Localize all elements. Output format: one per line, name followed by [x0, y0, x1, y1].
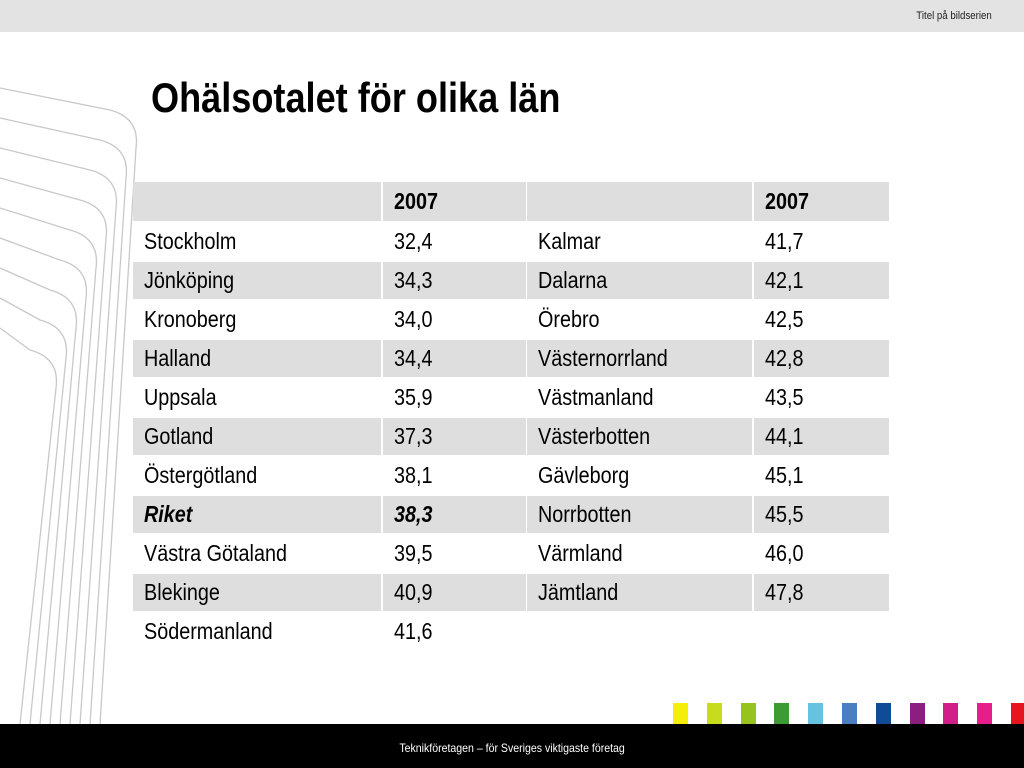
region-cell: Södermanland [133, 613, 383, 652]
value-cell: 45,1 [754, 457, 891, 496]
region-cell: Kronoberg [133, 301, 383, 340]
header-cell-year: 2007 [754, 182, 891, 223]
value-cell: 46,0 [754, 535, 891, 574]
top-bar: Titel på bildserien [0, 0, 1024, 32]
region-cell: Kalmar [527, 223, 754, 262]
table-row: Gävleborg 45,1 [527, 457, 891, 496]
region-cell: Jämtland [527, 574, 754, 613]
color-square [740, 703, 756, 724]
value-cell: 34,4 [383, 340, 528, 379]
value-cell: 43,5 [754, 379, 891, 418]
region-cell: Örebro [527, 301, 754, 340]
value-cell: 34,0 [383, 301, 528, 340]
table-row: Dalarna 42,1 [527, 262, 891, 301]
region-cell: Jönköping [133, 262, 383, 301]
color-square [943, 703, 959, 724]
footer-bar: Teknikföretagen – för Sveriges viktigast… [0, 724, 1024, 768]
region-cell: Västra Götaland [133, 535, 383, 574]
region-cell: Norrbotten [527, 496, 754, 535]
color-square [673, 703, 688, 724]
color-square [909, 703, 925, 724]
region-cell: Östergötland [133, 457, 383, 496]
color-square [842, 703, 857, 724]
value-cell: 44,1 [754, 418, 891, 457]
value-cell: 38,3 [383, 496, 528, 535]
value-cell [754, 613, 891, 652]
table-row: Kronoberg 34,0 [133, 301, 528, 340]
region-cell: Värmland [527, 535, 754, 574]
table-row: Norrbotten 45,5 [527, 496, 891, 535]
table-row: Jönköping 34,3 [133, 262, 528, 301]
region-cell: Stockholm [133, 223, 383, 262]
value-cell: 41,6 [383, 613, 528, 652]
table-row: Värmland 46,0 [527, 535, 891, 574]
color-square [1011, 703, 1024, 724]
table-row: Södermanland 41,6 [133, 613, 528, 652]
value-cell: 42,5 [754, 301, 891, 340]
color-square [808, 703, 824, 724]
region-cell: Uppsala [133, 379, 383, 418]
table-row: Västra Götaland 39,5 [133, 535, 528, 574]
color-squares-strip [673, 703, 1024, 724]
table-row: Kalmar 41,7 [527, 223, 891, 262]
header-cell-region [133, 182, 383, 223]
table-row: Västerbotten 44,1 [527, 418, 891, 457]
table-row: Uppsala 35,9 [133, 379, 528, 418]
right-table-header-row: 2007 [527, 182, 891, 223]
value-cell: 47,8 [754, 574, 891, 613]
table-row: Örebro 42,5 [527, 301, 891, 340]
region-cell: Blekinge [133, 574, 383, 613]
left-table-header-row: 2007 [133, 182, 528, 223]
table-row: Jämtland 47,8 [527, 574, 891, 613]
value-cell: 35,9 [383, 379, 528, 418]
decorative-line-pattern [0, 87, 138, 724]
region-cell: Västmanland [527, 379, 754, 418]
value-cell: 39,5 [383, 535, 528, 574]
left-data-table: 2007 Stockholm 32,4 Jönköping 34,3 Kronoberg 3… [133, 182, 528, 652]
table-row: Östergötland 38,1 [133, 457, 528, 496]
value-cell: 40,9 [383, 574, 528, 613]
region-cell [527, 613, 754, 652]
table-row: Västmanland 43,5 [527, 379, 891, 418]
value-cell: 34,3 [383, 262, 528, 301]
color-square [774, 703, 790, 724]
value-cell: 32,4 [383, 223, 528, 262]
region-cell: Gävleborg [527, 457, 754, 496]
table-row: Halland 34,4 [133, 340, 528, 379]
table-row: Gotland 37,3 [133, 418, 528, 457]
value-cell: 42,1 [754, 262, 891, 301]
region-cell: Halland [133, 340, 383, 379]
value-cell: 45,5 [754, 496, 891, 535]
right-data-table: 2007 Kalmar 41,7 Dalarna 42,1 Örebro 42,5 Väste… [527, 182, 891, 652]
table-row: Blekinge 40,9 [133, 574, 528, 613]
footer-text: Teknikföretagen – för Sveriges viktigast… [399, 741, 625, 755]
region-cell: Västerbotten [527, 418, 754, 457]
color-square [977, 703, 993, 724]
series-title: Titel på bildserien [916, 10, 992, 22]
value-cell: 38,1 [383, 457, 528, 496]
value-cell: 41,7 [754, 223, 891, 262]
table-row [527, 613, 891, 652]
header-cell-year: 2007 [383, 182, 528, 223]
table-row: Stockholm 32,4 [133, 223, 528, 262]
region-cell: Västernorrland [527, 340, 754, 379]
table-row: Västernorrland 42,8 [527, 340, 891, 379]
color-square [875, 703, 891, 724]
table-row: Riket 38,3 [133, 496, 528, 535]
value-cell: 37,3 [383, 418, 528, 457]
region-cell: Riket [133, 496, 383, 535]
header-cell-region [527, 182, 754, 223]
region-cell: Gotland [133, 418, 383, 457]
color-square [706, 703, 722, 724]
region-cell: Dalarna [527, 262, 754, 301]
slide-title: Ohälsotalet för olika län [151, 74, 561, 121]
value-cell: 42,8 [754, 340, 891, 379]
